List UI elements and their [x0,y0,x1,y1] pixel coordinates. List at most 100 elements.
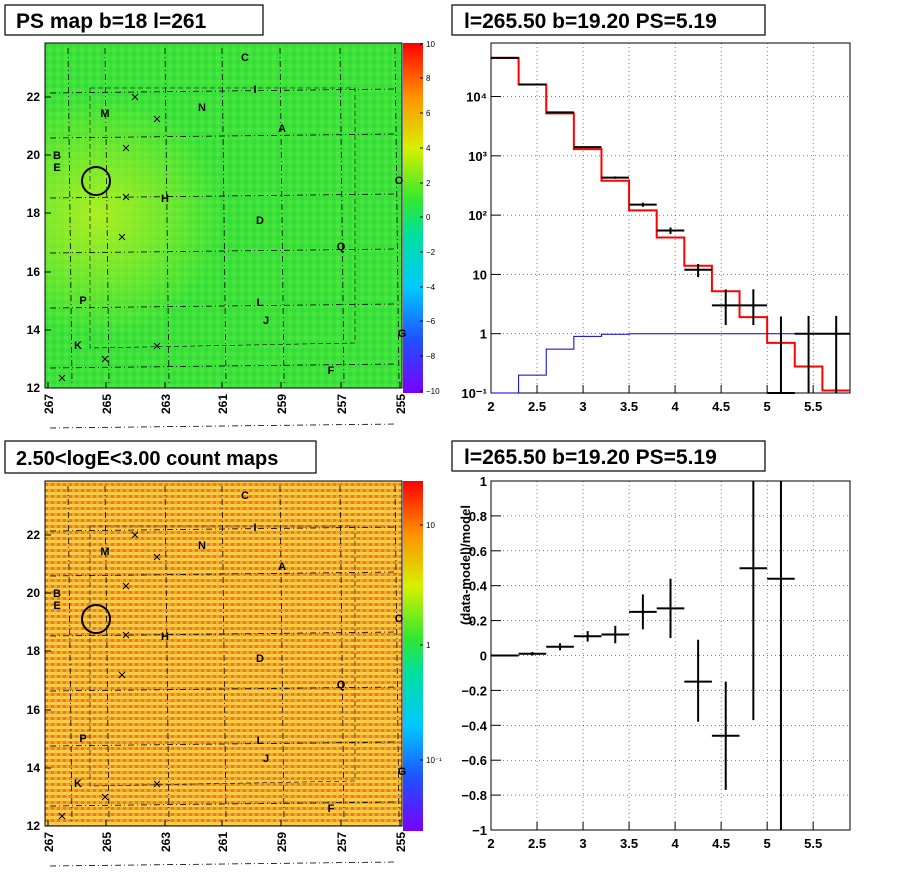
map-source-label: M [100,108,109,120]
residual-y-tick-label: 0 [480,649,487,664]
map-x-tick-label: 255 [394,832,408,852]
spectrum-y-tick-label: 10⁴ [466,90,487,105]
colorbar-tick-label: 1 [426,641,431,650]
map-source-cross [153,342,161,350]
ps-map-colorbar [403,43,423,393]
map-source-cross [153,115,161,123]
count-map-panel: 2.50<logE<3.00 count maps 10 1 10⁻¹ C I N M A B… [4,440,442,867]
map-grid-meridian [67,47,73,384]
map-source-cross [58,374,66,382]
residual-x-tick-label: 5.5 [804,836,822,851]
map-grid-parallel [49,303,398,309]
map-source-label: B [53,588,61,600]
ps-map-coordinate-grid [49,47,400,429]
map-source-label: F [328,803,335,815]
residual-x-tick-label: 4.5 [712,836,730,851]
count-map-title: 2.50<logE<3.00 count maps [16,448,278,470]
residual-y-tick-label: 0.8 [469,509,487,524]
residual-y-tick-label: −0.8 [461,788,487,803]
residual-x-tick-label: 3.5 [620,836,638,851]
map-grid-parallel [49,193,398,199]
count-map-colorbar-ticks: 10 1 10⁻¹ [420,521,442,765]
residual-y-tick-label: −0.4 [461,718,487,733]
count-map-axes: 267 265 263 261 259 257 255 22 20 18 16 14 12 [27,528,408,852]
map-grid-meridian [339,47,345,384]
spectrum-plot: 2 2.5 3 3.5 4 4.5 5 5.5 10⁻¹ 1 10 10² 10³ 10⁴ [461,42,851,414]
map-grid-meridian [394,47,400,384]
map-source-label: O [395,613,404,625]
spectrum-x-tick-label: 3 [579,399,586,414]
residual-y-tick-label: −0.6 [461,753,487,768]
residual-x-tick-label: 3 [579,836,586,851]
colorbar-tick-label: 4 [426,144,431,153]
map-x-tick-label: 255 [394,394,408,414]
spectrum-title-box [451,4,766,36]
map-y-tick-label: 16 [27,265,41,279]
residual-y-tick-label: 0.4 [469,579,488,594]
map-y-tick-label: 22 [27,90,41,104]
map-source-label: P [79,733,86,745]
map-grid-meridian [221,485,227,822]
ps-map-axes: 267 265 263 261 259 257 255 22 20 18 16 14 12 [27,90,408,414]
spectrum-x-tick-label: 2 [487,399,494,414]
ps-map-hotspot [45,43,402,388]
colorbar-tick-label: 10⁻¹ [426,756,442,765]
map-grid-parallel [49,571,398,577]
residual-frame [490,480,851,831]
residual-y-tick-label: 0.6 [469,544,487,559]
map-grid-meridian [279,47,285,384]
map-source-label: F [328,365,335,377]
map-grid-parallel [49,133,398,139]
map-target-circle [81,166,111,196]
map-source-cross [122,144,130,152]
map-grid-parallel [49,631,398,637]
map-grid-meridian [104,47,110,384]
colorbar-tick-label: 2 [426,179,431,188]
residual-y-tick-label: −1 [472,823,487,838]
map-y-tick-label: 12 [27,381,41,395]
map-source-label: L [257,735,264,747]
map-grid-parallel [49,686,398,692]
map-source-label: N [198,102,206,114]
map-source-cross [153,553,161,561]
map-roi-outline [89,87,356,349]
count-map-colorbar [403,481,423,831]
map-source-label: A [278,123,286,135]
map-source-cross [118,671,126,679]
map-grid-meridian [164,47,170,384]
map-grid-parallel [49,88,398,94]
map-x-tick-label: 265 [100,394,114,414]
map-source-cross [122,193,130,201]
map-x-tick-label: 257 [335,394,349,414]
map-source-label: H [161,193,169,205]
map-grid-parallel [49,526,398,532]
map-source-label: L [257,297,264,309]
map-grid-parallel [49,861,398,867]
spectrum-x-tick-label: 4 [671,399,679,414]
spectrum-x-tick-label: 2.5 [528,399,546,414]
colorbar-tick-label: 6 [426,109,431,118]
map-source-label: M [100,546,109,558]
map-source-label: K [74,340,82,352]
map-source-label: D [256,215,264,227]
map-source-label: Q [337,679,346,691]
spectrum-x-tick-label: 5.5 [804,399,822,414]
map-x-tick-label: 261 [216,832,230,852]
map-source-label: A [278,561,286,573]
map-grid-meridian [221,47,227,384]
map-x-tick-label: 257 [335,832,349,852]
map-y-tick-label: 14 [27,761,41,775]
map-y-tick-label: 14 [27,323,41,337]
residual-y-tick-label: 0.2 [469,614,487,629]
spectrum-y-tick-label: 10 [473,267,487,282]
map-grid-parallel [49,801,398,807]
spectrum-x-tick-label: 5 [764,399,771,414]
count-map-title-box [4,440,317,474]
map-x-tick-label: 263 [159,394,173,414]
map-y-tick-label: 18 [27,644,41,658]
map-source-label: K [74,778,82,790]
map-y-tick-label: 18 [27,206,41,220]
residual-x-tick-label: 2 [487,836,494,851]
map-source-cross [101,793,109,801]
map-source-label: O [395,175,404,187]
